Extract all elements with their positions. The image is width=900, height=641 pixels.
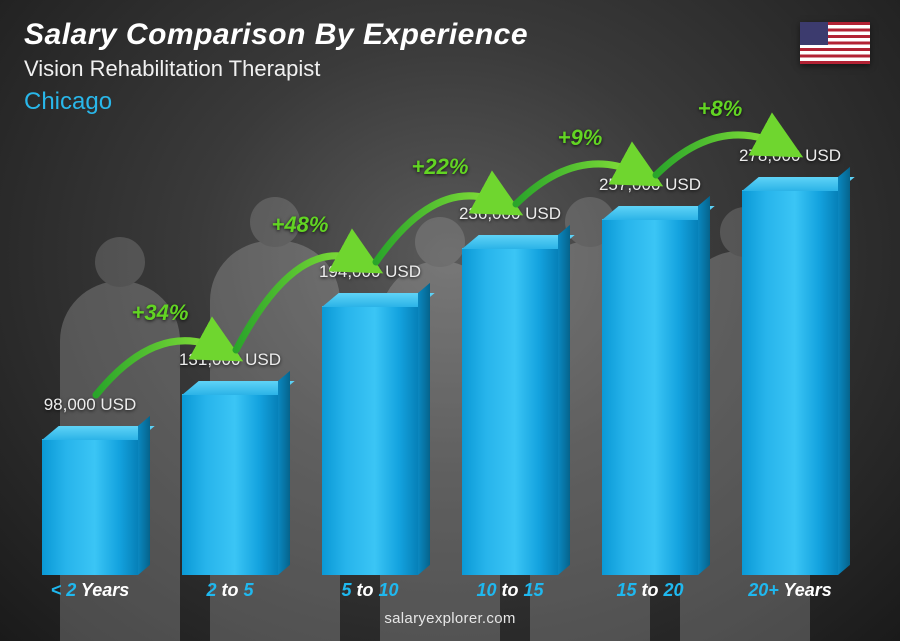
header: Salary Comparison By Experience Vision R…	[24, 18, 528, 116]
us-flag-icon	[800, 22, 870, 64]
x-axis-labels: < 2 Years2 to 55 to 1010 to 1515 to 2020…	[20, 580, 860, 601]
bar-value-label: 236,000 USD	[459, 204, 561, 224]
bar-value-label: 194,000 USD	[319, 262, 421, 282]
page-subtitle: Vision Rehabilitation Therapist	[24, 56, 528, 82]
location: Chicago	[24, 88, 528, 116]
bar-value-label: 98,000 USD	[44, 395, 137, 415]
x-axis-label: 15 to 20	[580, 580, 720, 601]
bar	[602, 219, 698, 575]
growth-pct-label: +8%	[698, 96, 743, 121]
salary-bar-chart: 98,000 USD 131,000 USD 194,000 USD 236,000 …	[20, 130, 860, 575]
footer-credit: salaryexplorer.com	[0, 610, 900, 627]
bar-slot: 194,000 USD	[300, 130, 440, 575]
bar-value-label: 257,000 USD	[599, 175, 701, 195]
x-axis-label: < 2 Years	[20, 580, 160, 601]
bar	[322, 306, 418, 575]
x-axis-label: 20+ Years	[720, 580, 860, 601]
bar-value-label: 131,000 USD	[179, 350, 281, 370]
bar	[42, 439, 138, 575]
x-axis-label: 5 to 10	[300, 580, 440, 601]
bar-slot: 278,000 USD	[720, 130, 860, 575]
page-title: Salary Comparison By Experience	[24, 18, 528, 52]
x-axis-label: 10 to 15	[440, 580, 580, 601]
bar	[182, 394, 278, 575]
bar-slot: 236,000 USD	[440, 130, 580, 575]
bar-value-label: 278,000 USD	[739, 146, 841, 166]
bar-slot: 131,000 USD	[160, 130, 300, 575]
bar	[742, 190, 838, 575]
bar	[462, 248, 558, 575]
bar-slot: 257,000 USD	[580, 130, 720, 575]
x-axis-label: 2 to 5	[160, 580, 300, 601]
bar-slot: 98,000 USD	[20, 130, 160, 575]
